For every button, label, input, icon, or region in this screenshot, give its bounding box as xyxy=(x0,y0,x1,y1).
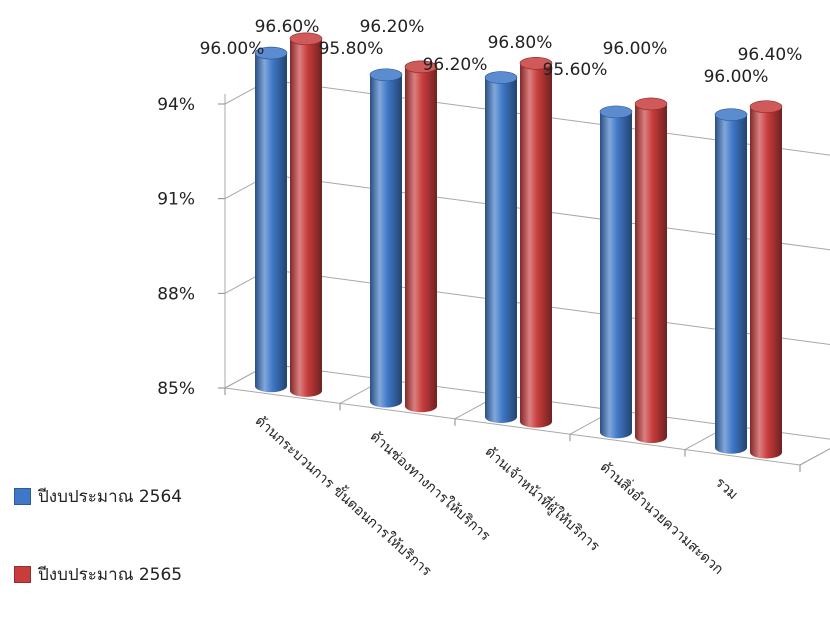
bar-2565-2 xyxy=(519,56,553,428)
legend-item-2565: ปีงบประมาณ 2565 xyxy=(14,561,182,588)
legend-label-2564: ปีงบประมาณ 2564 xyxy=(38,487,183,507)
x-tick-label: รวม xyxy=(712,475,741,503)
legend-item-2564: ปีงบประมาณ 2564 xyxy=(14,483,182,510)
x-tick-label: ด้านเจ้าหน้าที่ผู้ให้บริการ xyxy=(482,442,604,555)
y-tick-label: 88% xyxy=(157,284,195,304)
data-label: 96.00% xyxy=(200,39,265,59)
y-tick-label: 85% xyxy=(157,379,195,399)
bar-2565-4 xyxy=(749,100,783,459)
y-tick-label: 94% xyxy=(157,95,195,115)
data-label: 96.20% xyxy=(360,17,425,37)
data-label: 96.80% xyxy=(488,33,553,53)
x-tick-label: ด้านกระบวนการ ขั้นตอนการให้บริการ xyxy=(252,411,437,580)
data-label: 96.40% xyxy=(738,45,803,65)
bar-2564-4 xyxy=(714,108,748,454)
bar-2564-3 xyxy=(599,105,633,439)
data-label: 96.20% xyxy=(423,55,488,75)
bar-2564-0 xyxy=(254,46,288,393)
data-label: 96.60% xyxy=(255,17,320,37)
data-label: 95.80% xyxy=(319,39,384,59)
legend-swatch-blue xyxy=(14,488,31,505)
y-tick-label: 91% xyxy=(157,190,195,210)
x-tick-label: ด้านสิ่งอำนวยความสะดวก xyxy=(597,458,728,578)
bar-2564-1 xyxy=(369,68,403,408)
legend-swatch-red xyxy=(14,566,31,583)
bar-2565-1 xyxy=(404,60,438,413)
bar-2565-0 xyxy=(289,32,323,397)
data-label: 96.00% xyxy=(603,39,668,59)
bar-2564-2 xyxy=(484,71,518,423)
data-label: 95.60% xyxy=(543,60,608,80)
data-label: 96.00% xyxy=(704,67,769,87)
legend-label-2565: ปีงบประมาณ 2565 xyxy=(38,565,183,585)
bar-2565-3 xyxy=(634,97,668,444)
